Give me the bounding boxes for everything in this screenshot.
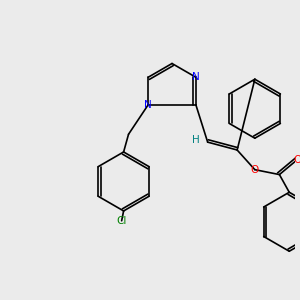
Text: O: O — [293, 155, 300, 165]
Text: N: N — [144, 100, 152, 110]
Text: Cl: Cl — [116, 216, 127, 226]
Text: H: H — [192, 135, 200, 145]
Text: N: N — [192, 72, 200, 82]
Text: O: O — [251, 165, 259, 175]
